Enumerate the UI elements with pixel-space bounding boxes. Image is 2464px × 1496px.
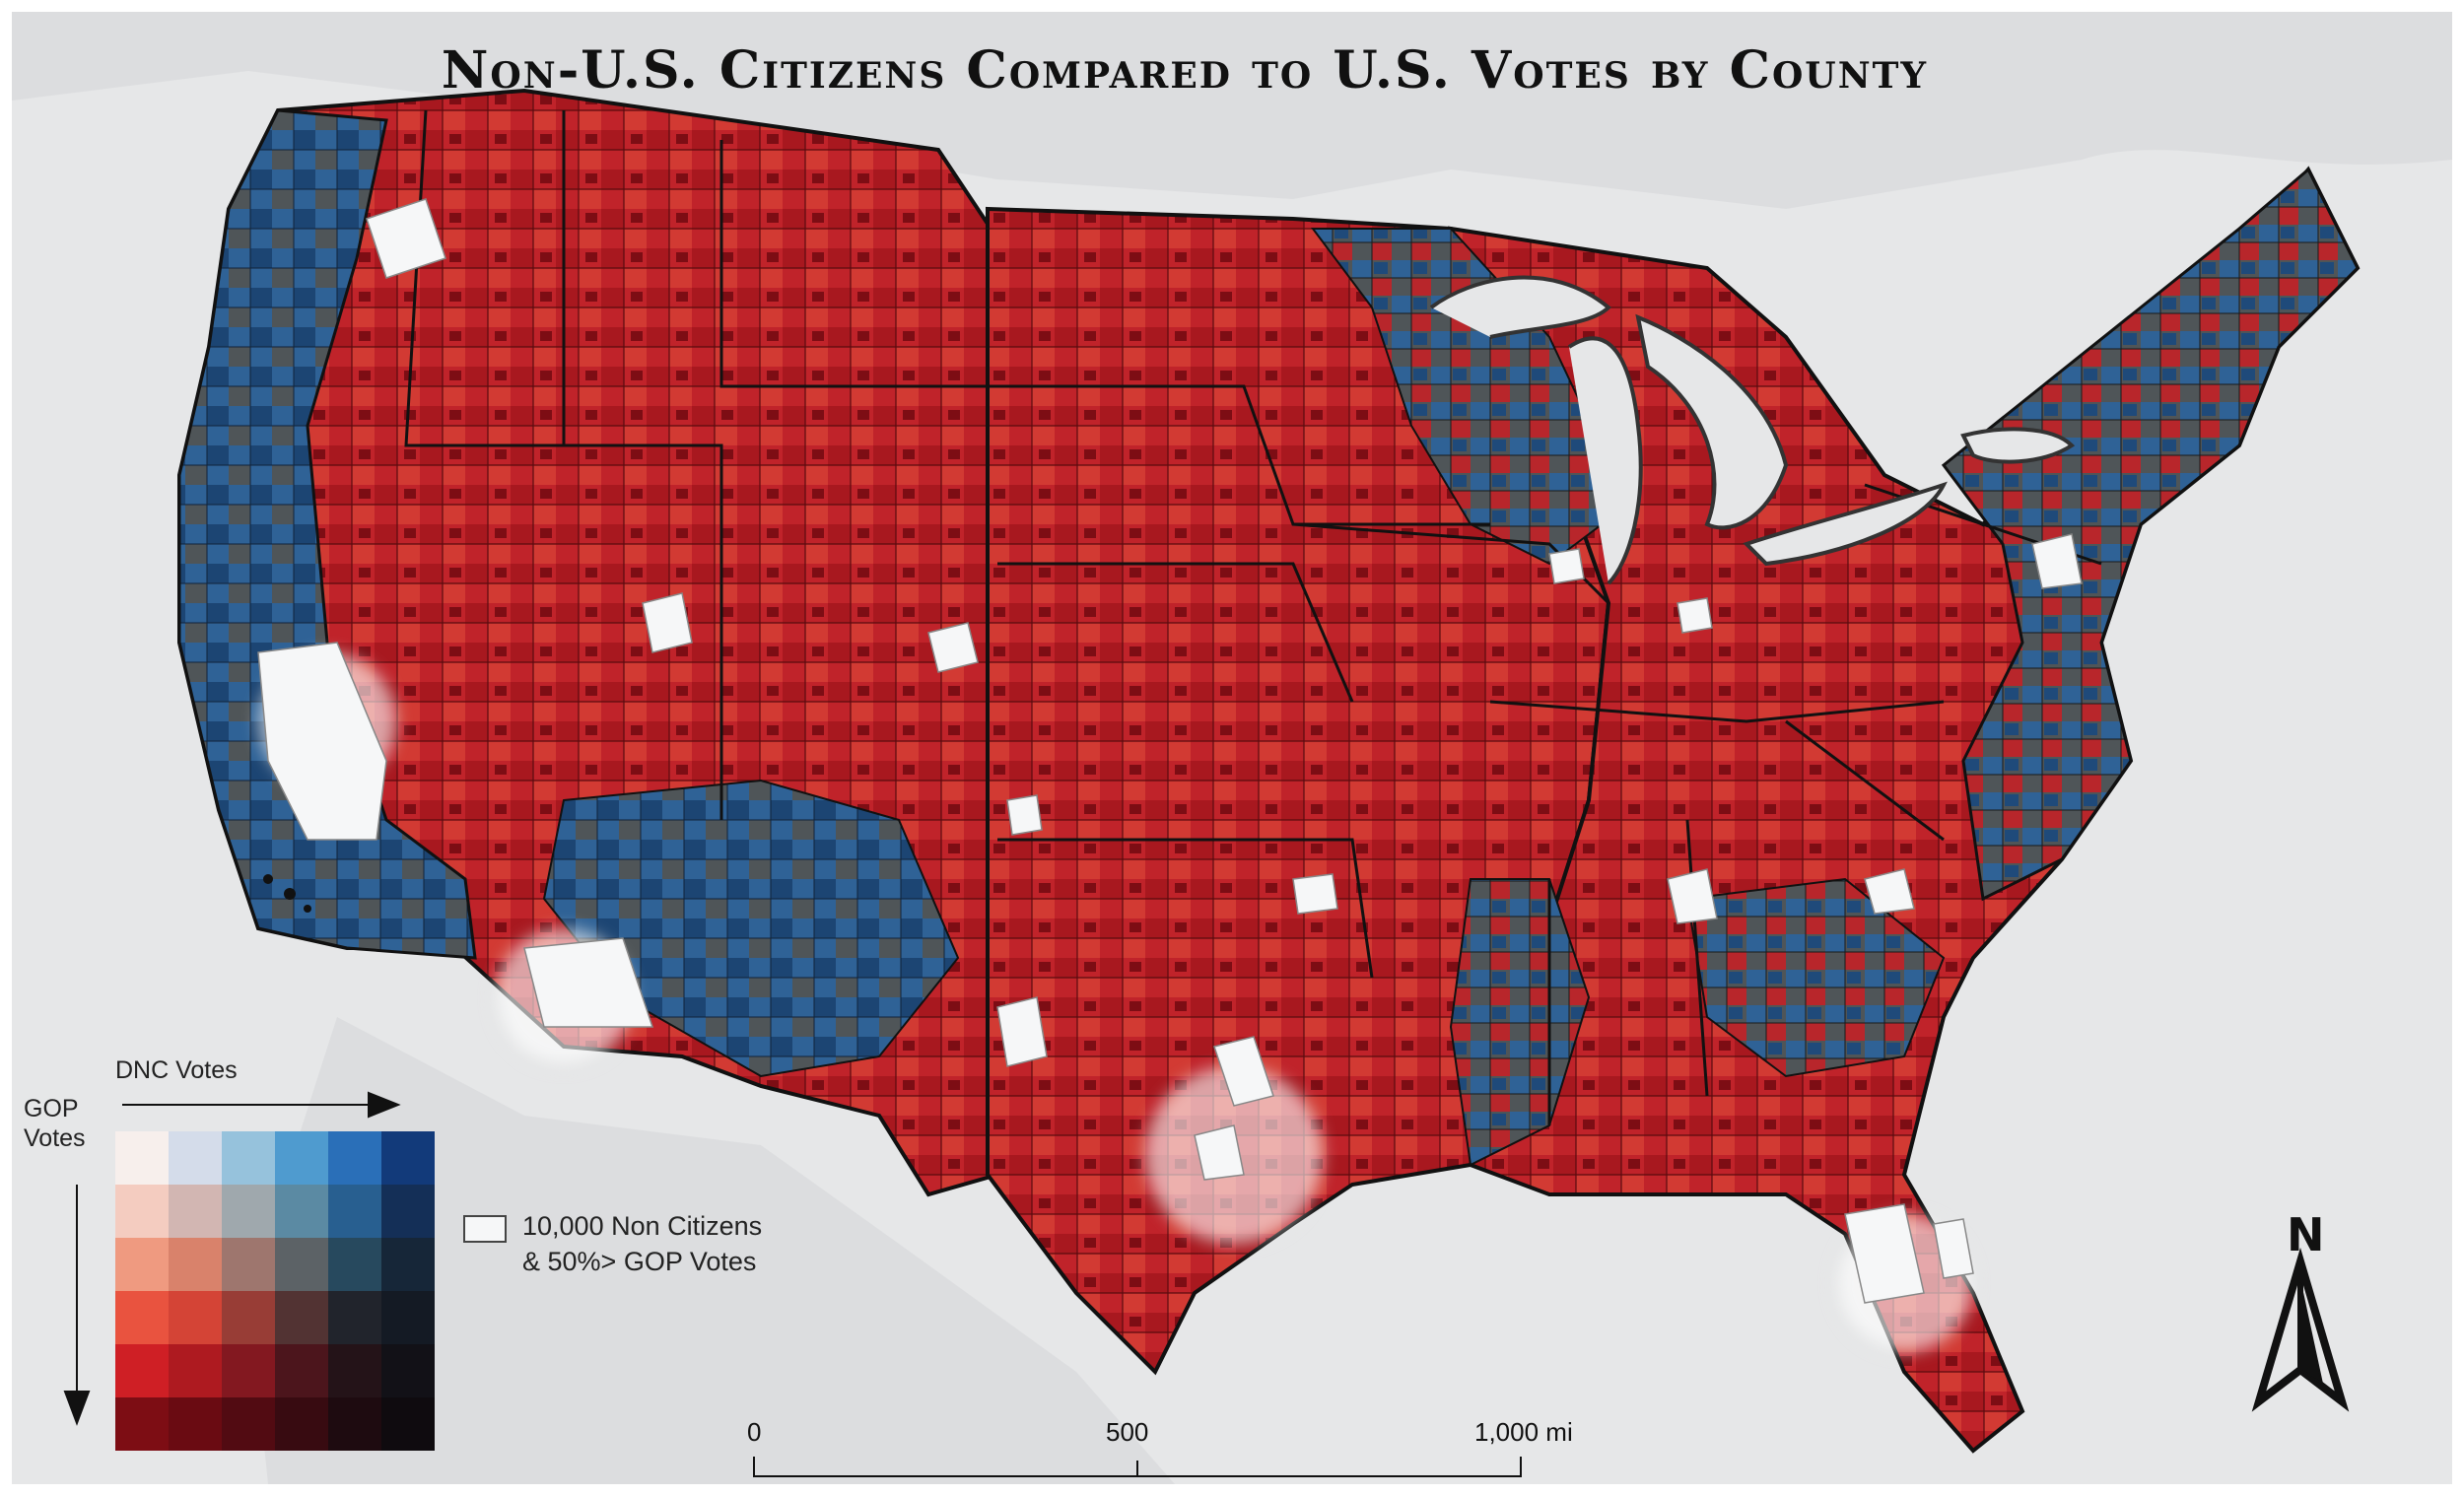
legend-cell-r3-c0	[115, 1291, 169, 1344]
us-county-map	[12, 12, 2452, 1484]
legend-cell-r2-c5	[381, 1238, 435, 1291]
legend-cell-r0-c3	[275, 1131, 328, 1185]
legend-cell-r4-c4	[328, 1344, 381, 1397]
state-borders	[404, 109, 2102, 1125]
scale-label-0: 0	[747, 1417, 762, 1447]
us-outline	[177, 88, 2361, 1454]
legend-cell-r4-c0	[115, 1344, 169, 1397]
great-lakes	[1429, 275, 2076, 585]
legend-cell-r3-c3	[275, 1291, 328, 1344]
legend-cell-r0-c5	[381, 1131, 435, 1185]
highlight-key-text: 10,000 Non Citizens & 50%> GOP Votes	[522, 1211, 763, 1276]
upper-midwest-mixed	[1311, 228, 1630, 566]
legend-cell-r1-c0	[115, 1185, 169, 1238]
legend-cell-r1-c5	[381, 1185, 435, 1238]
legend-cell-r1-c2	[222, 1185, 275, 1238]
legend-cell-r1-c3	[275, 1185, 328, 1238]
legend-cell-r3-c4	[328, 1291, 381, 1344]
legend-cell-r0-c1	[169, 1131, 222, 1185]
legend-cell-r5-c0	[115, 1397, 169, 1451]
legend-cell-r4-c1	[169, 1344, 222, 1397]
legend-cell-r1-c4	[328, 1185, 381, 1238]
north-label: N	[2287, 1208, 2325, 1261]
west-coast-blue	[177, 108, 477, 960]
highlight-counties	[257, 198, 2083, 1353]
scale-bar	[753, 1457, 1522, 1477]
legend-cell-r5-c3	[275, 1397, 328, 1451]
north-arrow-icon	[2251, 1247, 2350, 1412]
legend-cell-r4-c5	[381, 1344, 435, 1397]
legend-x-label: DNC Votes	[115, 1056, 238, 1084]
legend-cell-r5-c2	[222, 1397, 275, 1451]
legend-cell-r5-c1	[169, 1397, 222, 1451]
legend-cell-r2-c0	[115, 1238, 169, 1291]
map-title: Non-U.S. Citizens Compared to U.S. Votes…	[441, 40, 1929, 101]
legend-cell-r1-c1	[169, 1185, 222, 1238]
bivariate-legend	[115, 1131, 435, 1451]
northeast-blue	[1941, 167, 2360, 902]
legend-cell-r2-c3	[275, 1238, 328, 1291]
legend-cell-r2-c4	[328, 1238, 381, 1291]
scale-label-1000: 1,000 mi	[1474, 1417, 1573, 1447]
mexico-land	[248, 1017, 1175, 1484]
legend-cell-r2-c1	[169, 1238, 222, 1291]
legend-cell-r3-c2	[222, 1291, 275, 1344]
legend-cell-r5-c5	[381, 1397, 435, 1451]
highlight-key-swatch	[463, 1215, 507, 1243]
legend-cell-r2-c2	[222, 1238, 275, 1291]
legend-cell-r4-c2	[222, 1344, 275, 1397]
legend-cell-r0-c2	[222, 1131, 275, 1185]
legend-cell-r3-c1	[169, 1291, 222, 1344]
legend-y-label: GOP Votes	[24, 1095, 86, 1152]
legend-arrows	[63, 1091, 401, 1426]
southeast-mixed	[1685, 877, 1946, 1078]
legend-cell-r5-c4	[328, 1397, 381, 1451]
channel-islands	[263, 874, 311, 913]
legend-cell-r0-c0	[115, 1131, 169, 1185]
legend-cell-r0-c4	[328, 1131, 381, 1185]
map-frame: Non-U.S. Citizens Compared to U.S. Votes…	[12, 12, 2452, 1484]
canada-land	[12, 12, 2452, 209]
legend-cell-r3-c5	[381, 1291, 435, 1344]
scale-label-500: 500	[1106, 1417, 1149, 1447]
legend-cell-r4-c3	[275, 1344, 328, 1397]
